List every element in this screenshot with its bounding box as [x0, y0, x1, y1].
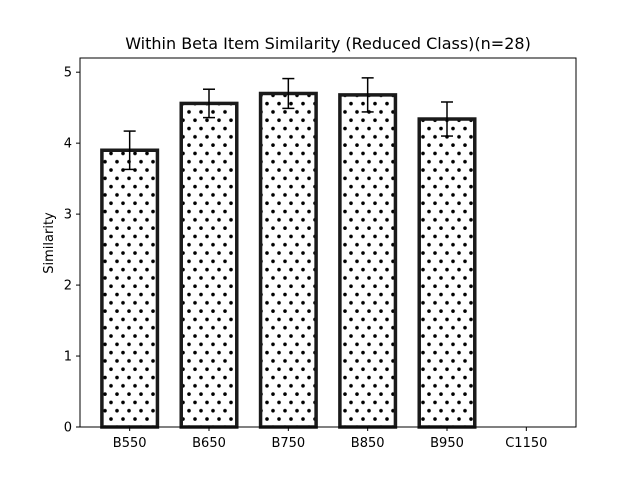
- plot-frame: [79, 57, 577, 428]
- x-axis-ticks: B550 B650 B750 B850 B950 C1150: [113, 427, 547, 451]
- error-bar-b750: [282, 77, 295, 110]
- y-axis-ticks: 0 1 2 3 4 5: [64, 66, 80, 436]
- x-tick-label: C1150: [505, 436, 547, 451]
- y-tick-label: 4: [64, 137, 72, 152]
- error-bar-b650: [203, 88, 215, 119]
- x-tick-label: B750: [271, 436, 305, 451]
- bar-b750: [258, 91, 318, 429]
- error-bar-b550: [123, 130, 136, 171]
- chart-title: Within Beta Item Similarity (Reduced Cla…: [125, 34, 531, 53]
- error-bar-b850: [361, 77, 374, 113]
- y-axis-label: Similarity: [42, 212, 57, 274]
- y-tick-label: 1: [64, 350, 72, 365]
- y-tick-label: 2: [64, 279, 72, 294]
- x-tick-label: B950: [430, 436, 464, 451]
- error-bars-layer: [123, 77, 453, 171]
- bar-b650: [179, 101, 239, 429]
- bar-b950: [417, 117, 477, 429]
- x-tick-label: B850: [351, 436, 385, 451]
- bar-b850: [338, 93, 398, 429]
- y-tick-label: 5: [64, 66, 72, 81]
- bars-layer: [100, 91, 477, 429]
- x-tick-label: B550: [113, 436, 147, 451]
- y-tick-label: 0: [64, 421, 72, 436]
- x-tick-label: B650: [192, 436, 226, 451]
- y-tick-label: 3: [64, 208, 72, 223]
- error-bar-b950: [441, 101, 453, 137]
- bar-b550: [100, 148, 160, 429]
